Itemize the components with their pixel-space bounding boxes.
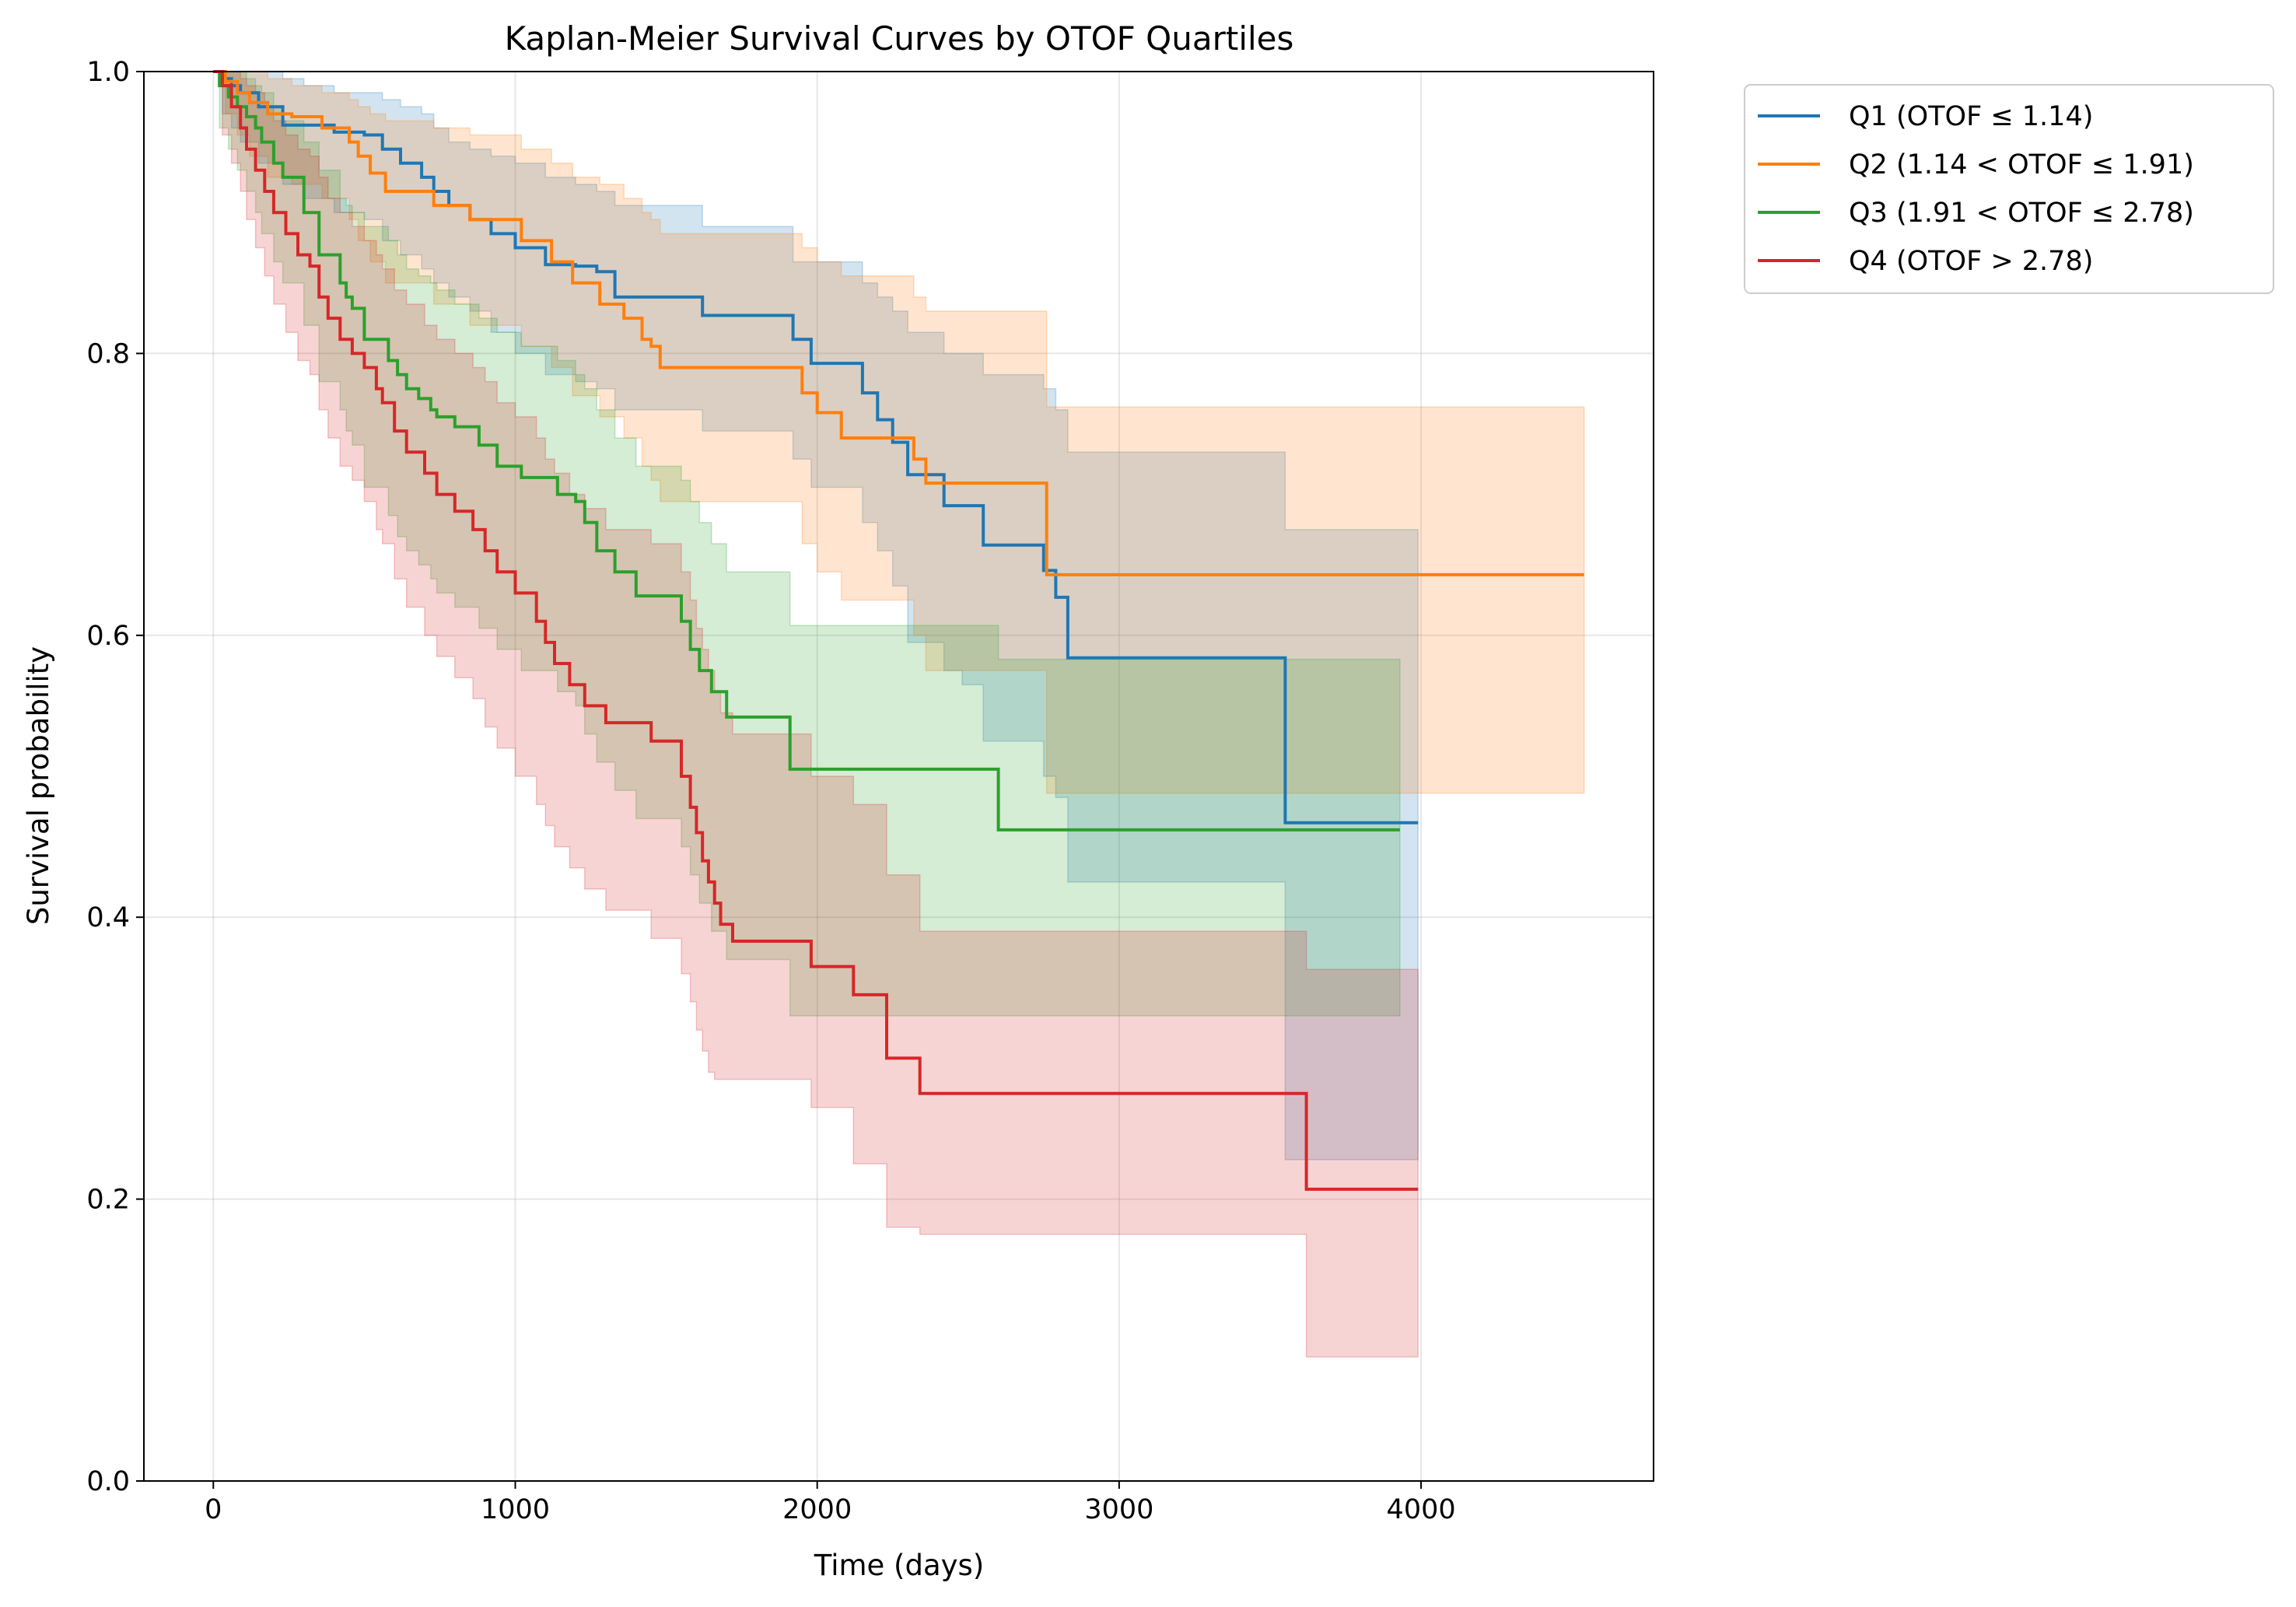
x-tick-label: 2000 [782,1494,852,1525]
legend-label-q2: Q2 (1.14 < OTOF ≤ 1.91) [1849,149,2194,180]
chart-title: Kaplan-Meier Survival Curves by OTOF Qua… [505,19,1294,58]
y-tick-label: 0.6 [86,621,130,652]
y-tick-label: 0.4 [86,902,130,933]
y-axis: 0.0 0.2 0.4 0.6 0.8 1.0 [86,57,144,1497]
survival-line-q1 [213,70,1419,825]
x-tick-label: 0 [205,1494,222,1525]
x-tick-label: 4000 [1387,1494,1456,1525]
legend-label-q4: Q4 (OTOF > 2.78) [1849,246,2093,277]
survival-line-q3 [213,70,1400,832]
y-tick-label: 1.0 [86,57,130,88]
ci-band-q4 [213,71,1419,1358]
y-tick-label: 0.8 [86,338,130,369]
ci-band-q2 [213,71,1585,794]
y-tick-label: 0.2 [86,1185,130,1216]
x-axis-label: Time (days) [814,1549,985,1582]
legend-label-q3: Q3 (1.91 < OTOF ≤ 2.78) [1849,198,2194,229]
survival-line-q2 [213,70,1584,576]
y-axis-label: Survival probability [22,646,55,925]
ci-band-q3 [213,71,1401,1017]
legend-label-q1: Q1 (OTOF ≤ 1.14) [1849,101,2093,132]
survival-curves [213,70,1584,1191]
survival-line-q4 [213,70,1419,1191]
confidence-bands [213,71,1585,1358]
x-axis: 0 1000 2000 3000 4000 [205,1481,1456,1525]
plot-area-frame [143,71,1654,1482]
legend-box [1744,84,2274,294]
legend: Q1 (OTOF ≤ 1.14) Q2 (1.14 < OTOF ≤ 1.91) Q… [1744,84,2274,294]
x-tick-label: 3000 [1084,1494,1153,1525]
y-tick-label: 0.0 [86,1466,130,1497]
x-tick-label: 1000 [481,1494,550,1525]
ci-band-q1 [213,71,1419,1161]
